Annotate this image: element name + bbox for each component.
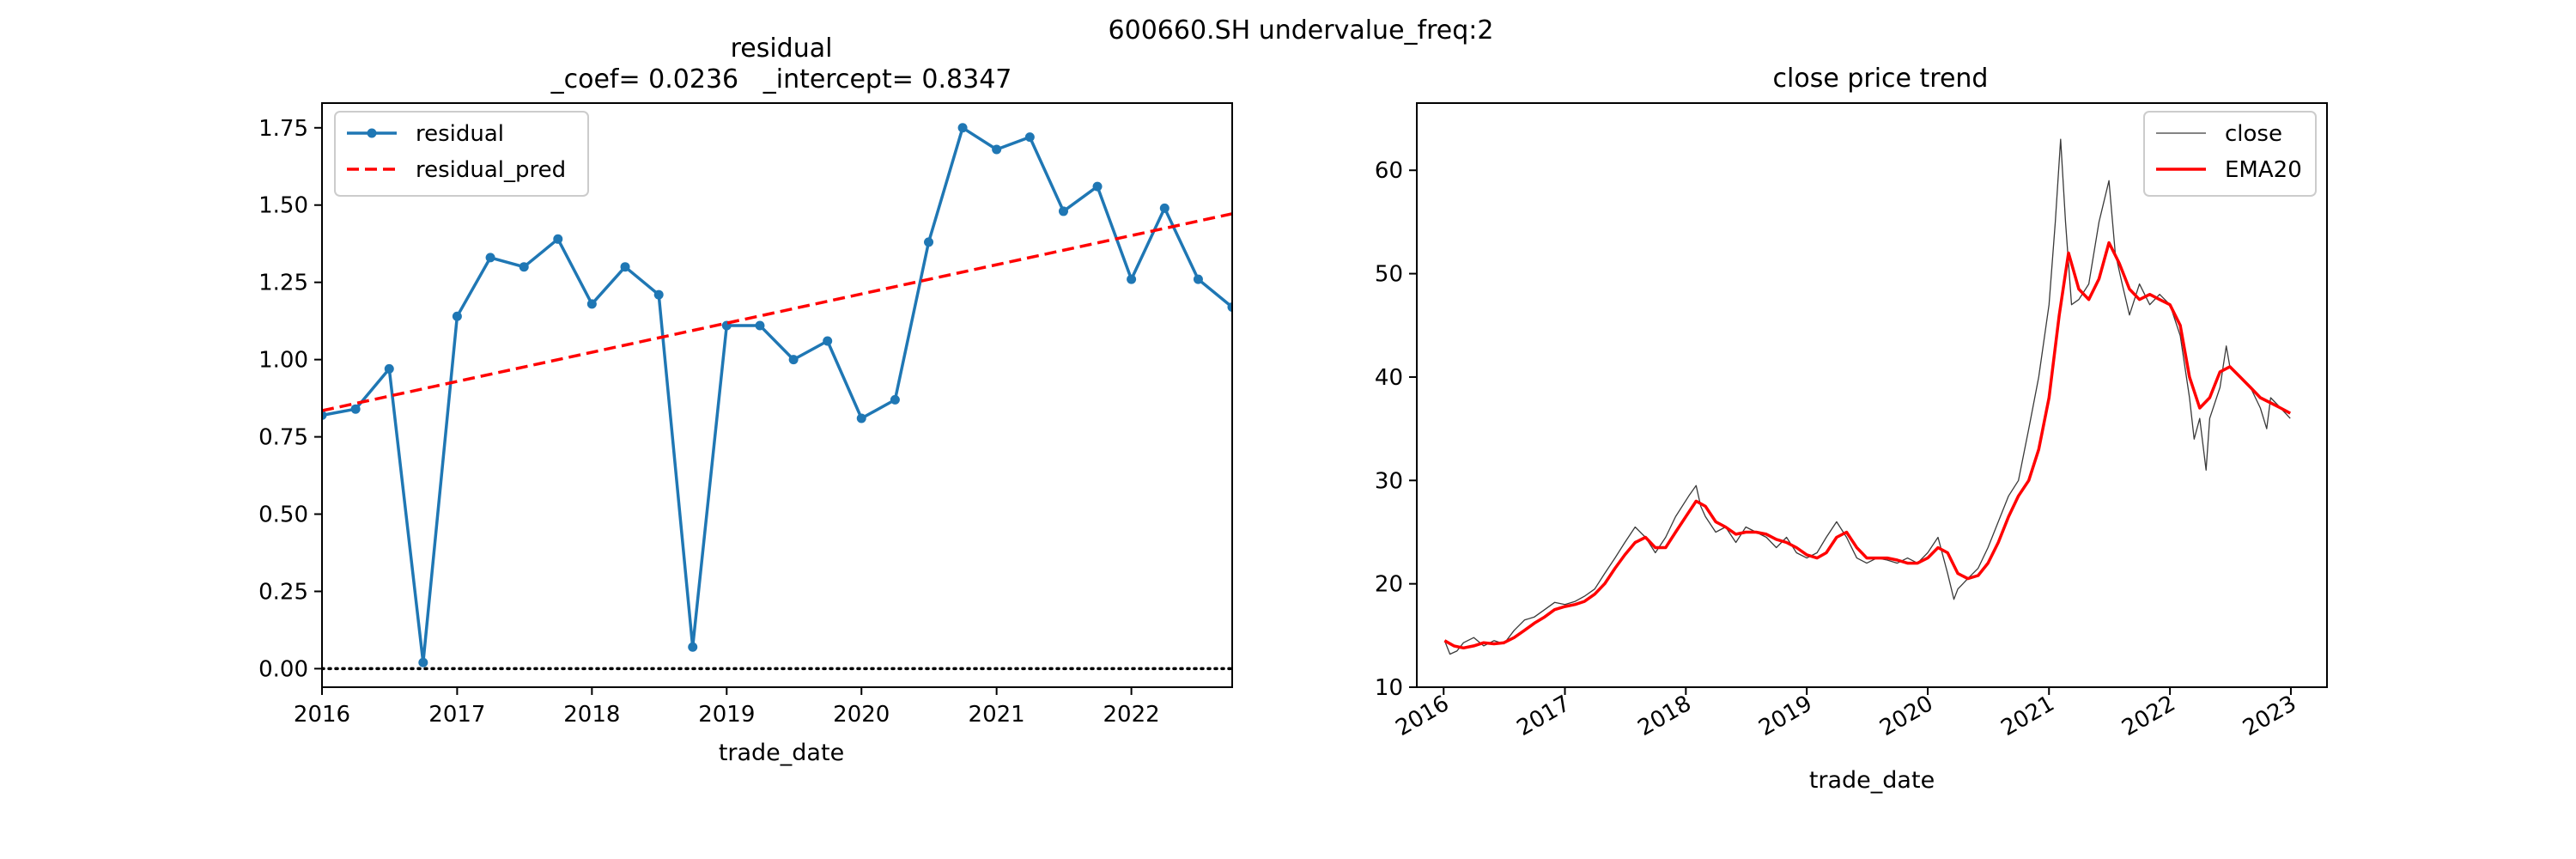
right-series-ema20: [1443, 241, 2292, 650]
left-ytick-label: 0.25: [258, 579, 308, 605]
right-ytick-label: 30: [1375, 468, 1403, 494]
residual-chart-xlabel: trade_date: [719, 740, 844, 766]
left-legend-box: [334, 111, 589, 197]
left-xtick-label: 2016: [294, 702, 350, 728]
left-point: [890, 394, 900, 405]
left-xtick-label: 2017: [428, 702, 485, 728]
left-ytick-label: 0.50: [258, 503, 308, 528]
left-ytick-label: 1.75: [258, 116, 308, 142]
left-point: [485, 253, 495, 263]
left-point: [856, 413, 866, 423]
left-point: [755, 320, 765, 331]
left-legend-marker: [367, 128, 377, 138]
left-point: [1024, 132, 1035, 143]
left-series-group: [322, 123, 1232, 671]
left-point: [586, 299, 597, 309]
left-xtick-label: 2019: [698, 702, 755, 728]
left-ytick-label: 1.25: [258, 271, 308, 296]
left-point: [519, 262, 529, 272]
right-ytick-label: 60: [1375, 158, 1403, 184]
left-point: [924, 237, 934, 247]
left-ytick-label: 0.75: [258, 425, 308, 451]
left-series-residual: [322, 126, 1232, 664]
close-price-chart-xlabel: trade_date: [1809, 767, 1935, 794]
left-point: [1058, 206, 1068, 216]
left-point: [992, 144, 1002, 155]
residual-chart: residual _coef= 0.0236 _intercept= 0.834…: [258, 34, 1233, 766]
right-axes-frame: [1416, 102, 2328, 688]
right-ytick-label: 50: [1375, 262, 1403, 288]
right-ytick-label: 40: [1375, 365, 1403, 391]
left-series-residual-pred: [322, 212, 1232, 412]
left-point: [384, 363, 394, 374]
left-point: [553, 234, 563, 244]
left-xtick-label: 2021: [969, 702, 1025, 728]
left-legend-label: residual: [416, 121, 504, 147]
left-xtick-label: 2022: [1103, 702, 1160, 728]
left-ytick-label: 0.00: [258, 656, 308, 682]
left-axes-frame: [321, 102, 1233, 688]
left-point: [350, 404, 361, 414]
left-point: [788, 355, 799, 365]
left-point: [322, 410, 327, 420]
close-price-chart-title: close price trend: [1773, 64, 1989, 94]
right-series-close: [1443, 138, 2291, 655]
left-point: [688, 642, 698, 652]
left-point: [823, 336, 833, 346]
left-ytick-label: 1.00: [258, 348, 308, 374]
right-legend-label: close: [2225, 121, 2282, 147]
left-point: [957, 123, 968, 133]
left-point: [418, 657, 428, 667]
residual-plot-area: 0.00 0.25 0.50 0.75 1.00 1.25 1.50 1.75 2016 2017…: [258, 102, 1233, 728]
left-xtick-label: 2020: [833, 702, 890, 728]
residual-chart-title-line2: _coef= 0.0236 _intercept= 0.8347: [550, 64, 1012, 94]
left-point: [653, 289, 664, 300]
left-point: [1127, 274, 1137, 284]
left-point: [452, 311, 462, 321]
left-point: [620, 262, 630, 272]
residual-chart-title-line1: residual: [731, 34, 833, 64]
right-ytick-label: 20: [1375, 572, 1403, 598]
right-legend-label: EMA20: [2225, 157, 2302, 183]
left-xtick-label: 2018: [563, 702, 620, 728]
right-series-group: [1443, 138, 2292, 655]
left-point: [1193, 274, 1203, 284]
left-point: [1092, 181, 1103, 192]
left-point: [1159, 203, 1170, 213]
left-point: [1227, 302, 1232, 312]
left-legend-label: residual_pred: [416, 157, 566, 183]
figure-suptitle: 600660.SH undervalue_freq:2: [1109, 15, 1494, 46]
right-ytick-label: 10: [1375, 675, 1403, 701]
left-ytick-label: 1.50: [258, 193, 308, 219]
